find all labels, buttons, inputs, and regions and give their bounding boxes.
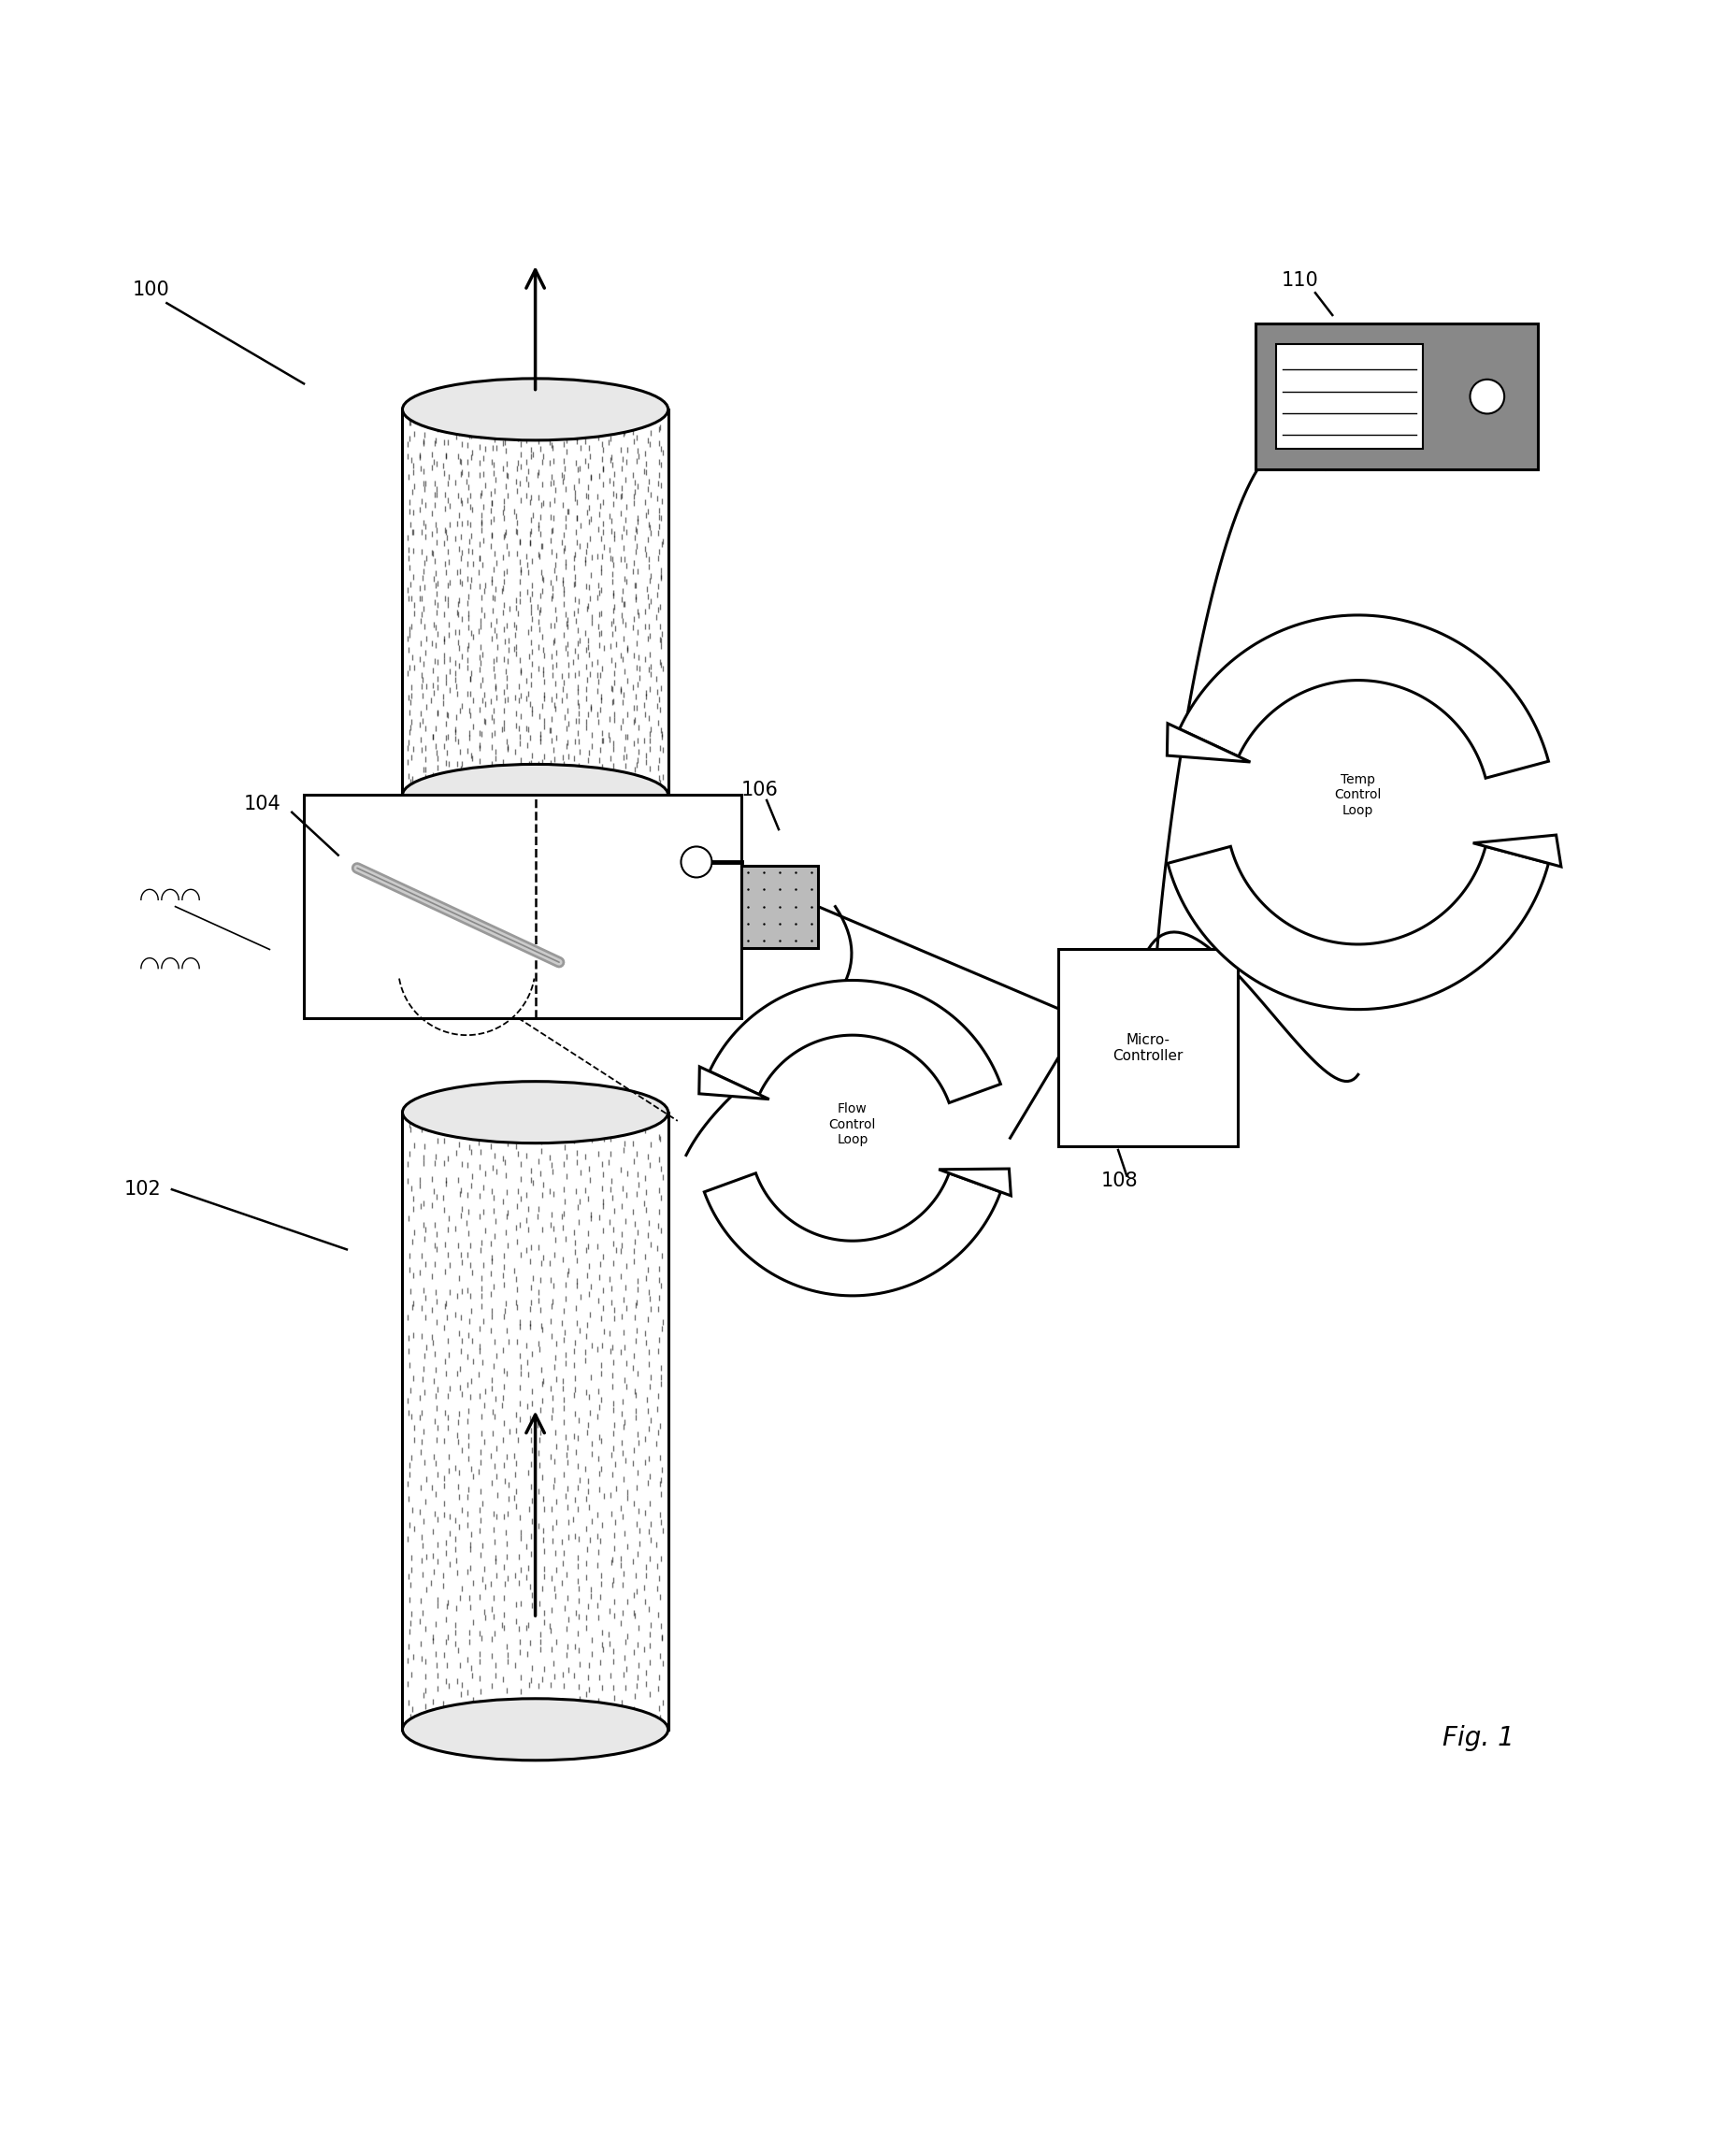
Circle shape [680,847,711,877]
Circle shape [1471,379,1505,414]
Text: 108: 108 [1100,1171,1138,1190]
Polygon shape [1168,724,1250,761]
Text: 100: 100 [133,280,170,300]
Polygon shape [709,981,1000,1104]
Text: 102: 102 [124,1179,162,1199]
Bar [403,1112,668,1729]
Bar [1255,323,1538,470]
Text: Micro-
Controller: Micro- Controller [1112,1033,1183,1063]
Bar [1276,345,1422,448]
Polygon shape [1472,834,1562,867]
Ellipse shape [403,1699,668,1759]
Polygon shape [938,1169,1011,1197]
Bar [403,410,668,796]
Text: Fig. 1: Fig. 1 [1443,1725,1514,1751]
Polygon shape [704,1173,1000,1296]
Ellipse shape [403,379,668,440]
Bar [740,865,818,949]
Text: Flow
Control
Loop: Flow Control Loop [828,1102,876,1147]
Text: 106: 106 [740,780,778,800]
Bar [303,796,740,1018]
Text: 104: 104 [245,793,281,813]
Ellipse shape [403,1082,668,1143]
Polygon shape [1168,847,1548,1009]
Text: 110: 110 [1281,272,1317,291]
Text: Temp
Control
Loop: Temp Control Loop [1335,774,1381,817]
Polygon shape [699,1067,770,1100]
Polygon shape [1180,614,1548,778]
Ellipse shape [403,763,668,826]
Bar [1057,949,1238,1147]
